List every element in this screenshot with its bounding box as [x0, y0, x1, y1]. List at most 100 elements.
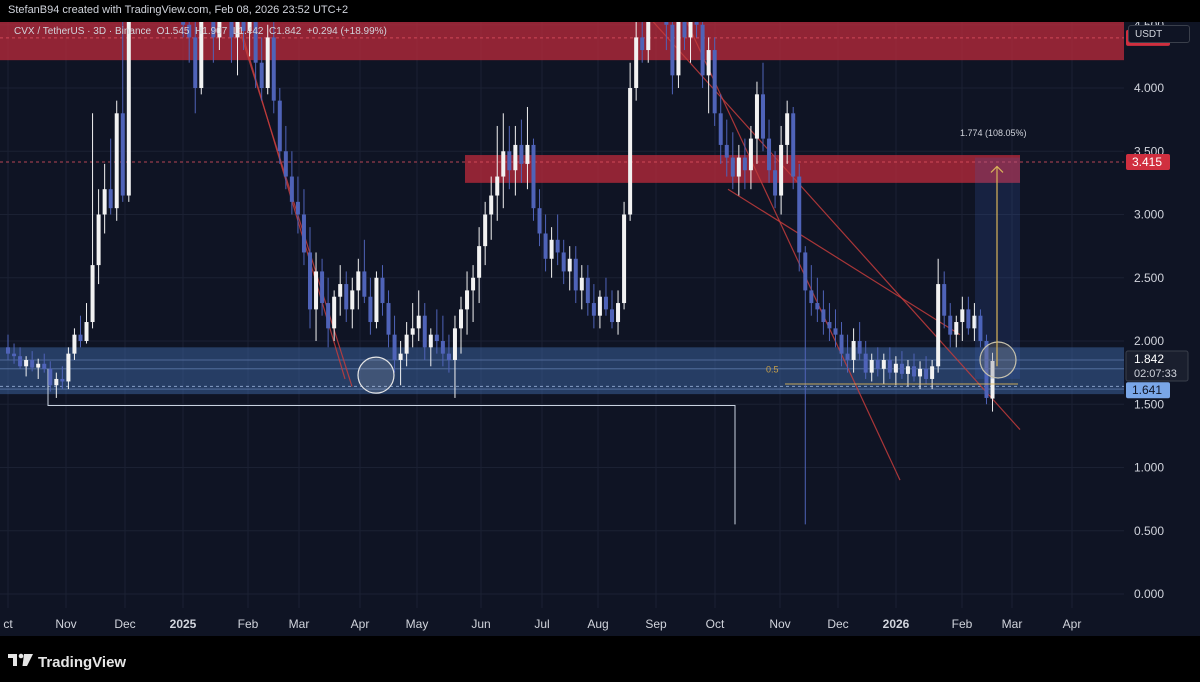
candle[interactable]: [616, 290, 621, 335]
candle[interactable]: [742, 138, 747, 190]
candle[interactable]: [785, 100, 790, 164]
candle[interactable]: [265, 24, 270, 95]
candle[interactable]: [301, 189, 306, 266]
candle[interactable]: [591, 284, 596, 329]
candle[interactable]: [857, 322, 862, 360]
candle[interactable]: [446, 334, 451, 373]
candle[interactable]: [465, 271, 470, 335]
candle[interactable]: [6, 334, 10, 360]
candle[interactable]: [350, 277, 355, 329]
candle[interactable]: [664, 22, 669, 51]
candle[interactable]: [579, 265, 584, 310]
candle[interactable]: [271, 22, 276, 114]
candle[interactable]: [791, 106, 796, 190]
candle[interactable]: [235, 22, 240, 76]
candle[interactable]: [471, 265, 476, 323]
candle[interactable]: [718, 94, 723, 164]
candle[interactable]: [960, 296, 965, 341]
candle[interactable]: [676, 22, 681, 88]
candle[interactable]: [779, 125, 784, 215]
candle[interactable]: [362, 239, 367, 304]
candle[interactable]: [114, 100, 119, 221]
candle[interactable]: [42, 353, 47, 373]
candle[interactable]: [936, 258, 941, 373]
candle[interactable]: [851, 328, 856, 373]
candles-layer[interactable]: [6, 22, 995, 525]
candle[interactable]: [555, 214, 560, 266]
candle[interactable]: [78, 315, 83, 348]
candle[interactable]: [483, 201, 488, 266]
candle[interactable]: [730, 132, 735, 190]
candle[interactable]: [416, 290, 421, 341]
candle[interactable]: [259, 37, 264, 101]
candle[interactable]: [289, 151, 294, 215]
legend-symbol[interactable]: CVX / TetherUS · 3D · Binance: [14, 26, 152, 37]
candle[interactable]: [368, 277, 373, 335]
candle[interactable]: [452, 315, 457, 398]
candle[interactable]: [320, 258, 325, 316]
candle[interactable]: [54, 372, 59, 398]
price-chart[interactable]: 1.774 (108.05%) 0.5 0.000 0.500 1.000 1.500 2…: [0, 22, 1200, 636]
candle[interactable]: [688, 22, 693, 63]
candle[interactable]: [48, 361, 53, 392]
candle[interactable]: [477, 227, 482, 304]
currency-selector[interactable]: USDT: [1128, 25, 1190, 43]
candle[interactable]: [628, 62, 633, 221]
candle[interactable]: [332, 290, 337, 341]
candle[interactable]: [972, 303, 977, 341]
candle[interactable]: [839, 322, 844, 367]
candle[interactable]: [748, 125, 753, 190]
candle[interactable]: [543, 214, 548, 272]
candle[interactable]: [797, 163, 802, 272]
candle[interactable]: [30, 351, 35, 372]
candle[interactable]: [12, 343, 17, 364]
candle[interactable]: [712, 37, 717, 126]
candle[interactable]: [380, 265, 385, 316]
time-scale[interactable]: ct Nov Dec 2025 Feb Mar Apr May Jun Jul Aug Sep Oct N…: [3, 617, 1081, 631]
candle[interactable]: [585, 265, 590, 316]
candle[interactable]: [211, 22, 216, 63]
candle[interactable]: [199, 22, 204, 95]
candle[interactable]: [440, 315, 445, 367]
candle[interactable]: [66, 347, 71, 390]
candle[interactable]: [815, 277, 820, 323]
candle[interactable]: [912, 353, 916, 382]
candle[interactable]: [525, 106, 530, 190]
candle[interactable]: [434, 309, 439, 354]
candle[interactable]: [495, 125, 500, 221]
candle[interactable]: [513, 125, 518, 196]
candle[interactable]: [954, 315, 959, 348]
candle[interactable]: [682, 22, 687, 51]
price-scale-background[interactable]: [1124, 22, 1200, 608]
candle[interactable]: [640, 22, 645, 63]
candle[interactable]: [833, 309, 838, 348]
candle[interactable]: [344, 271, 349, 323]
chart-area[interactable]: 1.774 (108.05%) 0.5 0.000 0.500 1.000 1.500 2…: [0, 22, 1200, 636]
candle[interactable]: [809, 265, 814, 316]
candle[interactable]: [761, 62, 765, 152]
candle[interactable]: [670, 22, 675, 95]
candle[interactable]: [821, 290, 826, 335]
candle[interactable]: [277, 88, 282, 164]
candle[interactable]: [18, 347, 23, 369]
candle[interactable]: [519, 119, 524, 183]
candle[interactable]: [736, 144, 741, 196]
candle[interactable]: [24, 356, 29, 377]
candle[interactable]: [459, 296, 463, 354]
candle[interactable]: [120, 22, 125, 202]
candle[interactable]: [247, 22, 252, 57]
candle[interactable]: [924, 356, 929, 385]
candle[interactable]: [622, 201, 627, 310]
candle[interactable]: [610, 290, 614, 329]
candle[interactable]: [869, 353, 874, 382]
candle[interactable]: [386, 290, 391, 348]
candle[interactable]: [501, 113, 506, 209]
candle[interactable]: [948, 303, 953, 348]
candle[interactable]: [295, 176, 300, 234]
candle[interactable]: [646, 22, 651, 63]
candle[interactable]: [899, 351, 904, 379]
candle[interactable]: [803, 246, 808, 525]
candle[interactable]: [84, 303, 89, 344]
candle[interactable]: [531, 138, 536, 221]
candle[interactable]: [253, 22, 258, 88]
